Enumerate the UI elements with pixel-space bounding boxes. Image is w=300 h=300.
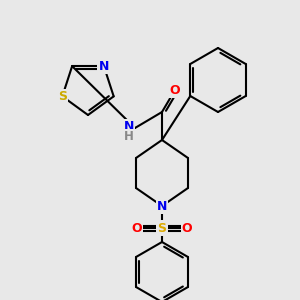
Text: S: S [58, 90, 67, 103]
Text: N: N [157, 200, 167, 212]
Text: O: O [170, 83, 180, 97]
Text: N: N [124, 119, 134, 133]
Text: H: H [124, 130, 134, 142]
Text: N: N [99, 60, 109, 73]
Text: S: S [158, 221, 166, 235]
Text: O: O [132, 221, 142, 235]
Text: O: O [182, 221, 192, 235]
